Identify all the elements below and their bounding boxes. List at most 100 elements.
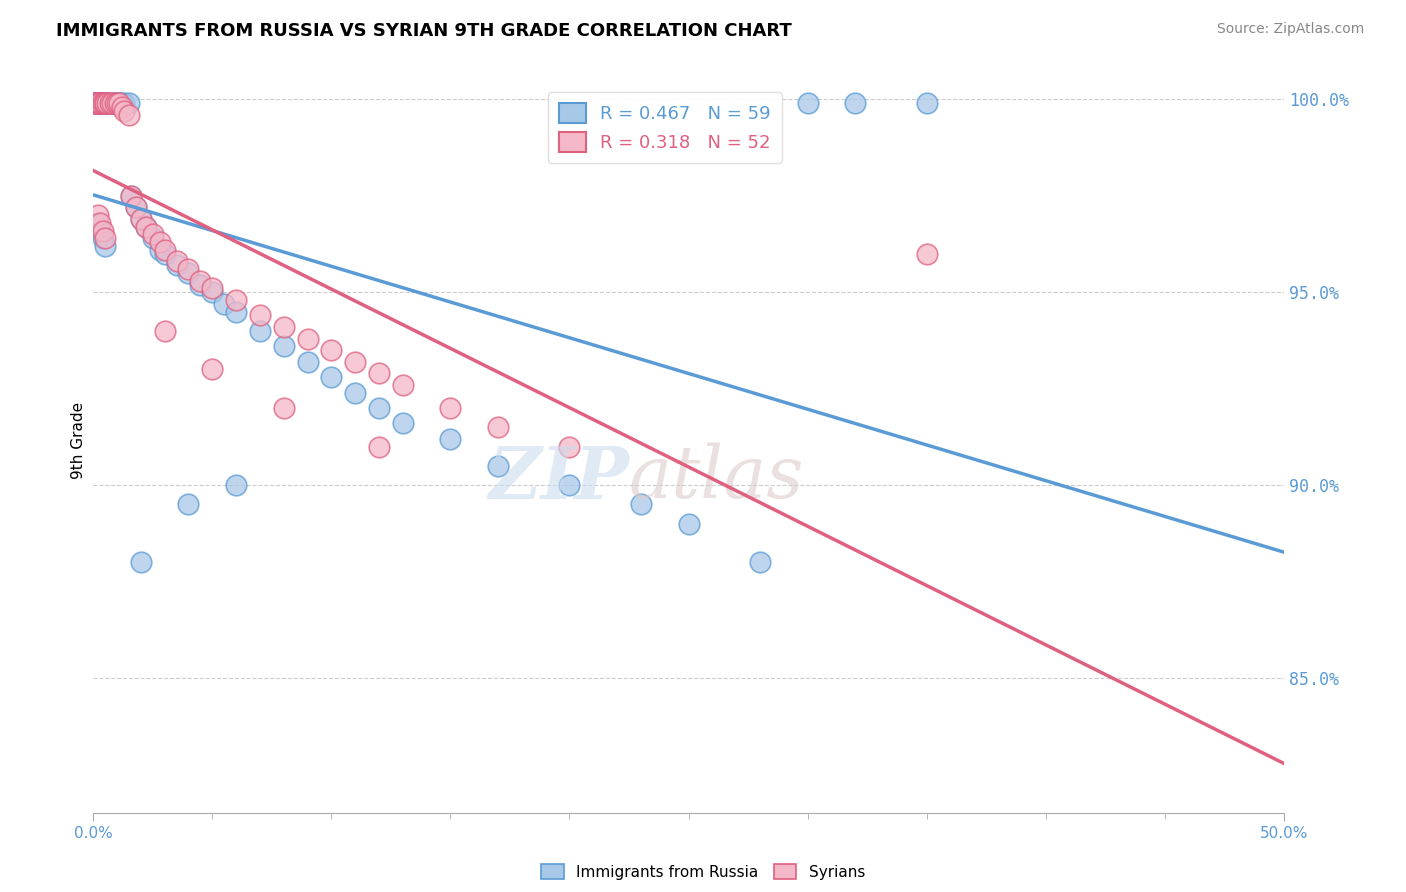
- Point: [796, 96, 818, 111]
- Point: [82, 96, 104, 111]
- Point: [96, 96, 118, 111]
- Point: [129, 211, 152, 226]
- Point: [368, 367, 391, 381]
- Point: [105, 96, 128, 111]
- Point: [89, 96, 111, 111]
- Point: [94, 96, 117, 111]
- Point: [87, 216, 110, 230]
- Point: [108, 96, 131, 111]
- Point: [177, 266, 200, 280]
- Point: [89, 96, 111, 111]
- Point: [391, 417, 413, 431]
- Point: [94, 239, 117, 253]
- Point: [135, 219, 157, 234]
- Y-axis label: 9th Grade: 9th Grade: [72, 402, 86, 479]
- Point: [101, 96, 124, 111]
- Point: [91, 96, 114, 111]
- Point: [321, 343, 343, 358]
- Point: [111, 96, 134, 111]
- Point: [142, 231, 165, 245]
- Point: [149, 235, 172, 249]
- Point: [98, 96, 121, 111]
- Point: [129, 211, 152, 226]
- Point: [91, 231, 114, 245]
- Point: [558, 478, 581, 492]
- Point: [87, 96, 110, 111]
- Point: [120, 189, 142, 203]
- Point: [188, 274, 211, 288]
- Point: [368, 401, 391, 415]
- Point: [84, 96, 107, 111]
- Point: [111, 100, 134, 114]
- Point: [87, 96, 110, 111]
- Text: ZIP: ZIP: [488, 442, 628, 514]
- Point: [177, 498, 200, 512]
- Point: [344, 385, 367, 400]
- Point: [96, 96, 118, 111]
- Point: [118, 108, 141, 122]
- Point: [84, 96, 107, 111]
- Point: [87, 96, 110, 111]
- Point: [89, 223, 111, 237]
- Point: [125, 201, 148, 215]
- Legend: R = 0.467   N = 59, R = 0.318   N = 52: R = 0.467 N = 59, R = 0.318 N = 52: [548, 93, 782, 163]
- Point: [104, 96, 127, 111]
- Point: [153, 324, 176, 338]
- Point: [94, 231, 117, 245]
- Point: [112, 103, 135, 118]
- Point: [201, 285, 224, 300]
- Point: [297, 355, 319, 369]
- Point: [368, 440, 391, 454]
- Point: [89, 96, 111, 111]
- Point: [105, 96, 128, 111]
- Point: [249, 324, 271, 338]
- Point: [249, 309, 271, 323]
- Point: [129, 555, 152, 569]
- Legend: Immigrants from Russia, Syrians: Immigrants from Russia, Syrians: [536, 859, 870, 884]
- Point: [344, 355, 367, 369]
- Point: [153, 246, 176, 260]
- Point: [177, 262, 200, 277]
- Point: [135, 219, 157, 234]
- Point: [225, 293, 247, 307]
- Point: [153, 243, 176, 257]
- Point: [321, 370, 343, 384]
- Point: [915, 246, 938, 260]
- Text: Source: ZipAtlas.com: Source: ZipAtlas.com: [1216, 22, 1364, 37]
- Point: [142, 227, 165, 242]
- Point: [98, 96, 121, 111]
- Point: [225, 478, 247, 492]
- Point: [94, 96, 117, 111]
- Point: [149, 243, 172, 257]
- Point: [118, 96, 141, 111]
- Point: [112, 96, 135, 111]
- Point: [89, 96, 111, 111]
- Point: [391, 377, 413, 392]
- Point: [273, 401, 295, 415]
- Point: [94, 96, 117, 111]
- Point: [297, 332, 319, 346]
- Point: [630, 498, 652, 512]
- Point: [82, 96, 104, 111]
- Point: [91, 96, 114, 111]
- Point: [120, 189, 142, 203]
- Point: [89, 96, 111, 111]
- Text: atlas: atlas: [628, 442, 804, 513]
- Point: [84, 96, 107, 111]
- Point: [486, 420, 509, 434]
- Point: [91, 96, 114, 111]
- Point: [273, 339, 295, 353]
- Point: [749, 555, 772, 569]
- Point: [104, 96, 127, 111]
- Point: [87, 96, 110, 111]
- Point: [439, 432, 461, 446]
- Point: [89, 216, 111, 230]
- Point: [94, 96, 117, 111]
- Point: [84, 96, 107, 111]
- Point: [87, 208, 110, 222]
- Point: [166, 254, 188, 268]
- Point: [125, 201, 148, 215]
- Point: [844, 96, 866, 111]
- Point: [558, 440, 581, 454]
- Point: [915, 96, 938, 111]
